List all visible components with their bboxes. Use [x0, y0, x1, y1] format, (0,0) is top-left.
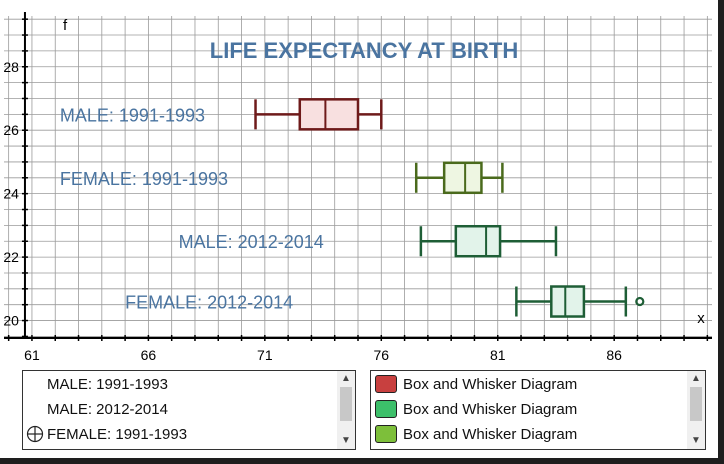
x-tick-label: 61: [24, 347, 40, 360]
outlier-point: [635, 296, 645, 307]
x-tick-label: 66: [141, 347, 157, 360]
up-arrow-icon[interactable]: ▲: [341, 373, 351, 384]
objects-list-item[interactable]: FEMALE: 1991-1993: [47, 426, 188, 443]
y-tick-label: 20: [3, 313, 19, 329]
chart-title: LIFE EXPECTANCY AT BIRTH: [210, 38, 518, 63]
y-axis-label: f: [63, 17, 68, 34]
y-tick-label: 28: [3, 59, 19, 75]
x-axis-label: x: [697, 310, 705, 327]
axes: [4, 12, 712, 341]
box-iqr: [442, 161, 483, 195]
series-label: MALE: 1991-1993: [60, 105, 205, 125]
x-tick-label: 71: [257, 347, 273, 360]
scroll-thumb[interactable]: [340, 387, 352, 421]
styles-list-item[interactable]: Box and Whisker Diagram: [403, 376, 578, 393]
box-plot[interactable]: MALE: 2012-2014: [179, 224, 558, 258]
objects-list-item[interactable]: MALE: 1991-1993: [47, 376, 168, 393]
x-tick-label: 76: [374, 347, 390, 360]
y-tick-label: 22: [3, 249, 19, 265]
box-iqr: [298, 98, 360, 131]
x-tick-label: 86: [606, 347, 622, 360]
color-swatch[interactable]: [375, 400, 397, 418]
grid: [4, 16, 712, 338]
color-swatch[interactable]: [375, 375, 397, 393]
box-whisker-graph[interactable]: 61 66 71 76 81 86 20 22 24 26 28 MALE: 1991-1993 FE…: [0, 0, 718, 360]
objects-list-item[interactable]: MALE: 2012-2014: [47, 401, 168, 418]
crosshair-icon: [26, 425, 44, 443]
objects-list-panel[interactable]: MALE: 1991-1993 MALE: 2012-2014 FEMALE: …: [22, 370, 356, 450]
box-iqr: [550, 285, 586, 318]
box-plot[interactable]: FEMALE: 1991-1993: [60, 161, 504, 195]
series-label: FEMALE: 2012-2014: [125, 293, 293, 313]
color-swatch[interactable]: [375, 425, 397, 443]
scroll-thumb[interactable]: [690, 387, 702, 421]
tick-labels: 61 66 71 76 81 86 20 22 24 26 28: [3, 59, 622, 360]
up-arrow-icon[interactable]: ▲: [691, 373, 701, 384]
objects-list-scrollbar[interactable]: ▲ ▼: [337, 371, 355, 449]
series-label: MALE: 2012-2014: [179, 232, 324, 252]
box-plot[interactable]: FEMALE: 2012-2014: [125, 285, 645, 318]
y-tick-label: 24: [3, 186, 19, 202]
styles-list-item[interactable]: Box and Whisker Diagram: [403, 426, 578, 443]
x-tick-label: 81: [490, 347, 506, 360]
down-arrow-icon[interactable]: ▼: [691, 435, 701, 446]
styles-list-panel[interactable]: Box and Whisker Diagram Box and Whisker …: [370, 370, 706, 450]
y-tick-label: 26: [3, 122, 19, 138]
styles-list-scrollbar[interactable]: ▲ ▼: [687, 371, 705, 449]
box-iqr: [454, 224, 502, 258]
series-label: FEMALE: 1991-1993: [60, 169, 228, 189]
down-arrow-icon[interactable]: ▼: [341, 435, 351, 446]
box-plot[interactable]: MALE: 1991-1993: [60, 98, 383, 131]
box-plots[interactable]: MALE: 1991-1993 FEMALE: 1991-1993 MALE: 20…: [60, 98, 645, 318]
styles-list-item[interactable]: Box and Whisker Diagram: [403, 401, 578, 418]
